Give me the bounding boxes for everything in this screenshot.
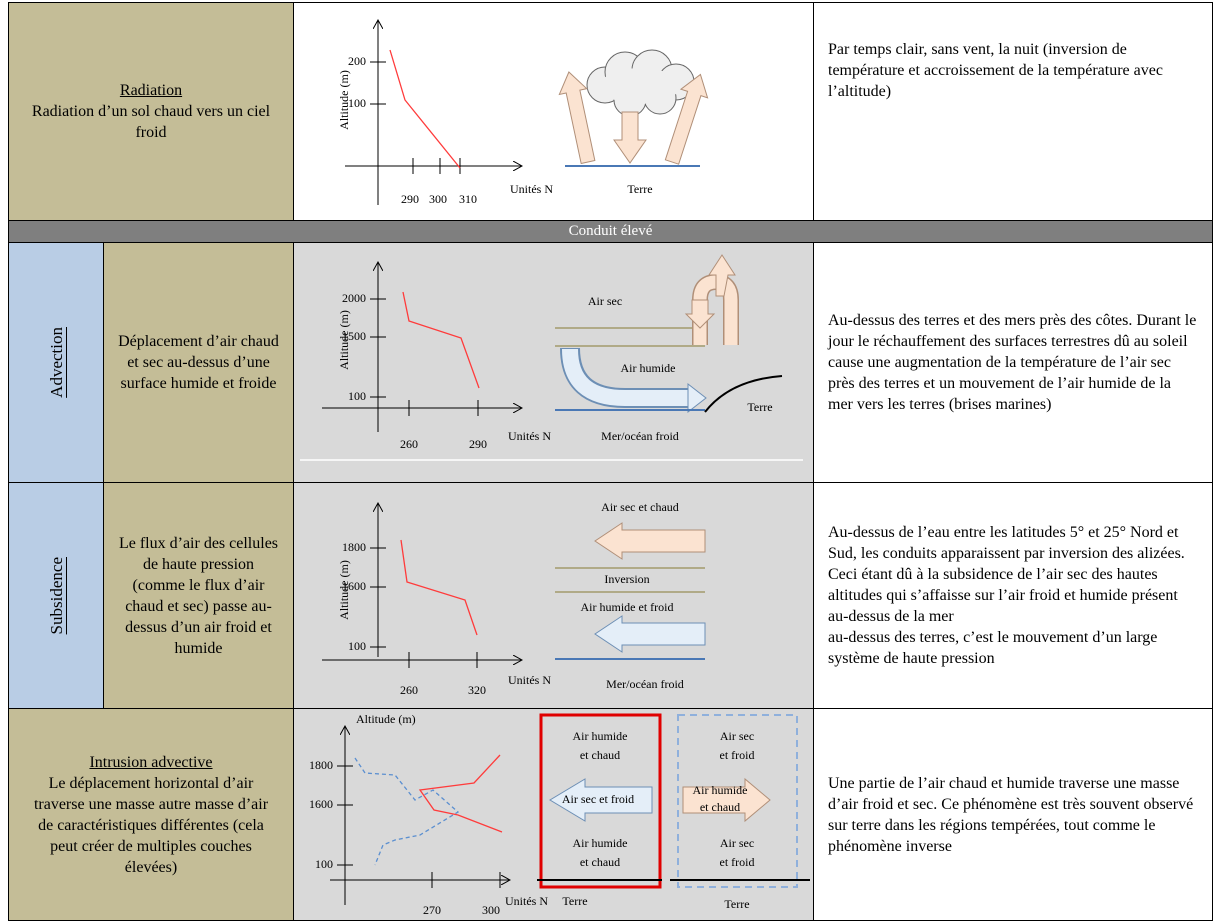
arrow	[594, 615, 706, 653]
label: Air humide et froid	[581, 600, 674, 614]
label: Air sec	[720, 836, 754, 850]
x-tick-label: 300	[429, 192, 447, 206]
label: Inversion	[604, 572, 649, 586]
conditions-cell: Au-dessus de l’eau entre les latitudes 5…	[813, 482, 1213, 709]
conditions-cell: Au-dessus des terres et des mers près de…	[813, 242, 1213, 483]
row-title-cell: Advection	[8, 242, 104, 483]
label: Terre	[724, 897, 749, 911]
row-description: Le flux d’air des cellules de haute pres…	[103, 482, 294, 709]
label: Air humide	[693, 783, 748, 797]
diagram: 1800 1600 100 270 300 Altitude (m) Unité…	[309, 712, 810, 917]
y-tick-label: 2000	[342, 291, 366, 305]
diagram: 1800 1600 100 260 320 Altitude (m) Unité…	[322, 500, 706, 697]
shape	[613, 111, 647, 164]
label: Air humide	[573, 729, 628, 743]
row-title-cell: Radiation Radiation d’un sol chaud vers …	[8, 2, 294, 221]
row-title: Intrusion advective	[89, 753, 213, 771]
row-description: Déplacement d’air chaud et sec au-dessus…	[103, 242, 294, 483]
label: Air sec et froid	[562, 792, 634, 806]
arrow	[682, 777, 771, 823]
label: Terre	[562, 894, 587, 908]
row-description: Le déplacement horizontal d’air traverse…	[33, 774, 269, 876]
label: Mer/océan froid	[606, 677, 684, 691]
profile	[402, 291, 480, 389]
x-tick-label: 260	[400, 683, 418, 697]
arrows	[558, 71, 709, 165]
y-tick-label: 1800	[342, 540, 366, 554]
arrow	[562, 348, 689, 406]
conditions: Au-dessus des terres et des mers près de…	[828, 312, 1197, 413]
axis-label: Unités N	[508, 673, 551, 687]
row-title-cell: Intrusion advective Le déplacement horiz…	[8, 708, 294, 921]
axis-label: Unités N	[505, 894, 548, 908]
label: Air sec	[588, 294, 622, 308]
x-tick-label: 310	[459, 192, 477, 206]
row-description: Radiation d’un sol chaud vers un ciel fr…	[31, 103, 271, 141]
y-tick-label: 100	[348, 389, 366, 403]
row-title: Radiation	[119, 82, 183, 99]
label: Mer/océan froid	[601, 429, 679, 443]
label: et chaud	[580, 748, 620, 762]
conditions-cell: Une partie de l’air chaud et humide trav…	[813, 708, 1213, 921]
diagram-cell	[293, 482, 814, 709]
axis-label: Altitude (m)	[337, 310, 351, 370]
profile	[400, 539, 478, 636]
shape	[708, 254, 736, 297]
arrow	[594, 522, 706, 560]
x-tick-label: 260	[400, 437, 418, 451]
y-tick-label: 1600	[342, 579, 366, 593]
shape	[558, 71, 596, 165]
axis-label: Altitude (m)	[337, 560, 351, 620]
arrow	[687, 382, 707, 414]
axis-label: Altitude (m)	[337, 70, 351, 130]
conditions: Par temps clair, sans vent, la nuit (inv…	[828, 41, 1163, 100]
x-tick-label: 270	[423, 903, 441, 917]
coast	[704, 375, 783, 413]
arrow	[549, 778, 653, 822]
arrow	[684, 299, 716, 329]
row-title-cell: Subsidence	[8, 482, 104, 709]
label: et froid	[720, 748, 755, 762]
x-tick-label: 290	[469, 437, 487, 451]
axis-label: Altitude (m)	[356, 712, 416, 726]
y-tick-label: 1800	[309, 758, 333, 772]
x-tick-label: 290	[401, 192, 419, 206]
label: Air sec	[720, 729, 754, 743]
y-tick-label: 200	[348, 54, 366, 68]
label: Terre	[747, 400, 772, 414]
diagram: 200 100 290 300 310 Altitude (m) Unités …	[337, 20, 709, 206]
conditions: au-dessus des terres, c’est le mouvement…	[828, 629, 1158, 667]
conditions: Une partie de l’air chaud et humide trav…	[828, 774, 1194, 855]
box	[677, 714, 798, 888]
shape	[664, 73, 709, 165]
diagram: 2000 1500 100 260 290 Altitude (m) Unité…	[300, 254, 803, 461]
profile	[354, 757, 460, 866]
label: Air humide	[621, 361, 676, 375]
label: Terre	[627, 182, 652, 196]
x-tick-label: 300	[482, 903, 500, 917]
label: Air humide	[573, 836, 628, 850]
y-tick-label: 1600	[309, 797, 333, 811]
shape	[600, 68, 680, 104]
x-tick-label: 320	[468, 683, 486, 697]
conditions: Au-dessus de l’eau entre les latitudes 5…	[828, 524, 1185, 625]
label: Air sec et chaud	[601, 500, 679, 514]
profile	[418, 754, 503, 833]
y-tick-label: 100	[315, 857, 333, 871]
box	[539, 713, 662, 889]
y-tick-label: 1500	[342, 329, 366, 343]
label: et froid	[720, 855, 755, 869]
y-tick-label: 100	[348, 639, 366, 653]
axis-label: Unités N	[510, 182, 553, 196]
cloud	[586, 49, 695, 117]
axis-label: Unités N	[508, 429, 551, 443]
conditions-cell: Par temps clair, sans vent, la nuit (inv…	[813, 2, 1213, 221]
profile	[389, 49, 461, 169]
label: et chaud	[700, 800, 740, 814]
y-tick-label: 100	[348, 96, 366, 110]
label: et chaud	[580, 855, 620, 869]
